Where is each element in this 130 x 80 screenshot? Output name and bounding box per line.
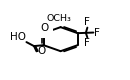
Text: F: F — [84, 38, 90, 48]
Text: F: F — [84, 17, 90, 27]
Text: HO: HO — [10, 32, 26, 42]
Text: F: F — [94, 28, 100, 38]
Text: O: O — [37, 46, 46, 56]
Text: O: O — [40, 23, 48, 33]
Text: OCH₃: OCH₃ — [46, 14, 71, 23]
